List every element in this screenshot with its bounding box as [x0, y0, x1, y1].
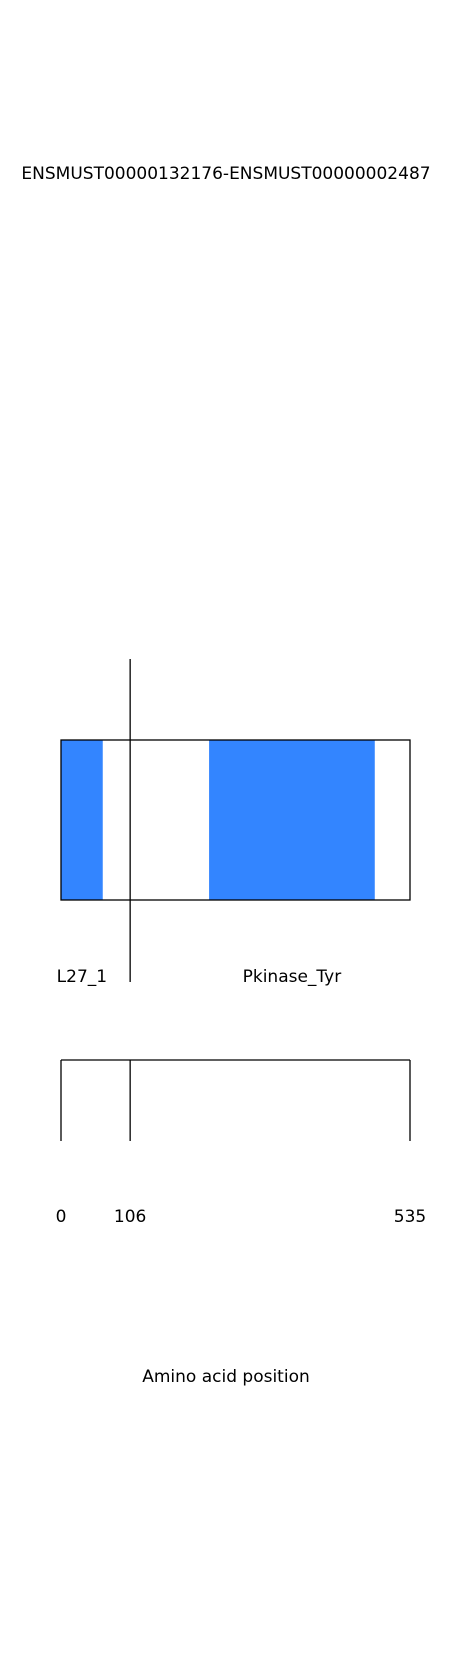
plot-title: ENSMUST00000132176-ENSMUST00000002487 — [21, 164, 430, 184]
position-scale: 0 106 535 — [56, 1059, 426, 1227]
scale-tick-label: 535 — [394, 1207, 426, 1227]
domain-label-pkinase-tyr: Pkinase_Tyr — [243, 967, 342, 987]
domain-bar-pkinase-tyr — [209, 740, 375, 900]
x-axis-label: Amino acid position — [142, 1367, 310, 1387]
domain-bar-l27-1 — [61, 740, 103, 900]
scale-tick-label: 106 — [114, 1207, 146, 1227]
scale-tick-label: 0 — [56, 1207, 67, 1227]
domain-label-l27-1: L27_1 — [57, 967, 107, 987]
domain-track: L27_1 Pkinase_Tyr — [57, 659, 411, 987]
protein-outline — [60, 739, 411, 901]
